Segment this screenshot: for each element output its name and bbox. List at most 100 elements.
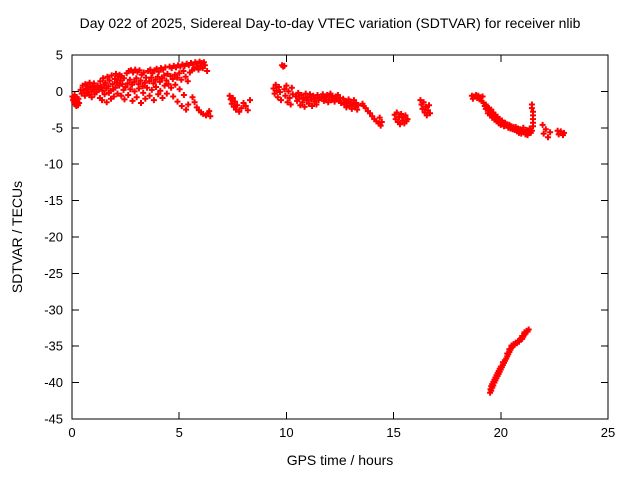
- data-point-marker: [104, 73, 111, 80]
- data-point-marker: [157, 87, 164, 94]
- y-tick-label: -20: [44, 230, 63, 245]
- data-point-marker: [420, 99, 427, 106]
- data-point-marker: [402, 112, 409, 119]
- data-point-marker: [124, 80, 131, 87]
- data-point-marker: [283, 82, 290, 89]
- data-point-marker: [142, 95, 149, 102]
- data-point-marker: [426, 102, 432, 109]
- data-point-marker: [164, 70, 171, 77]
- data-point-marker: [137, 77, 144, 84]
- data-point-marker: [163, 90, 170, 97]
- data-point-marker: [119, 81, 126, 88]
- data-point-marker: [308, 96, 315, 103]
- data-point-marker: [106, 77, 113, 84]
- data-point-marker: [163, 77, 170, 84]
- y-tick-label: 0: [56, 84, 63, 99]
- data-point-marker: [100, 75, 107, 82]
- data-point-marker: [154, 73, 161, 80]
- data-point-marker: [133, 75, 140, 82]
- data-point-marker: [108, 72, 115, 79]
- data-point-marker: [545, 134, 551, 141]
- data-point-marker: [126, 76, 133, 83]
- data-point-marker: [423, 112, 430, 119]
- data-point-marker: [165, 81, 172, 88]
- data-point-marker: [118, 92, 125, 99]
- data-point-marker: [419, 105, 426, 112]
- data-point-marker: [293, 93, 299, 100]
- data-point-marker: [195, 66, 202, 73]
- data-point-marker: [111, 76, 118, 82]
- data-point-marker: [122, 84, 129, 90]
- data-point-marker: [153, 84, 159, 90]
- data-point-marker: [242, 103, 249, 109]
- data-point-marker: [284, 99, 291, 106]
- data-point-marker: [131, 78, 138, 85]
- data-point-marker: [129, 97, 136, 104]
- data-point-marker: [274, 94, 281, 101]
- data-point-marker: [170, 93, 177, 100]
- data-point-marker: [189, 94, 196, 101]
- data-point-marker: [176, 70, 183, 77]
- data-point-marker: [542, 126, 549, 133]
- data-point-marker: [338, 100, 345, 106]
- data-point-marker: [120, 75, 127, 82]
- data-point-marker: [307, 91, 313, 98]
- data-point-marker: [236, 108, 243, 115]
- data-point-marker: [278, 97, 284, 104]
- data-point-marker: [99, 87, 106, 94]
- data-point-marker: [530, 123, 536, 130]
- data-point-marker: [285, 88, 292, 95]
- data-point-marker: [182, 73, 189, 80]
- data-point-marker: [139, 83, 146, 90]
- data-point-marker: [97, 84, 104, 90]
- data-point-marker: [557, 128, 564, 135]
- data-point-marker: [178, 76, 185, 83]
- data-point-marker: [282, 92, 289, 99]
- data-point-marker: [204, 68, 211, 74]
- data-point-marker: [201, 62, 208, 69]
- data-point-marker: [146, 78, 153, 85]
- data-point-marker: [393, 109, 400, 116]
- data-point-marker: [121, 96, 128, 103]
- data-point-marker: [528, 127, 535, 134]
- data-point-marker: [520, 124, 527, 131]
- data-point-marker: [325, 99, 332, 106]
- y-tick-label: -45: [44, 412, 63, 427]
- x-tick-label: 10: [279, 425, 293, 440]
- y-tick-label: -35: [44, 339, 63, 354]
- data-point-marker: [141, 79, 148, 86]
- y-tick-label: -5: [51, 120, 63, 135]
- data-point-marker: [561, 129, 567, 136]
- data-point-marker: [343, 104, 350, 111]
- data-point-marker: [273, 87, 280, 94]
- data-point-marker: [94, 82, 101, 89]
- data-point-marker: [76, 100, 83, 106]
- data-point-marker: [184, 78, 191, 85]
- data-point-marker: [207, 113, 214, 120]
- data-point-marker: [377, 122, 384, 129]
- data-point-marker: [117, 77, 124, 84]
- data-point-marker: [102, 79, 109, 86]
- data-point-marker: [114, 90, 121, 97]
- data-point-marker: [127, 86, 134, 93]
- data-point-marker: [528, 105, 535, 112]
- data-point-marker: [376, 114, 383, 121]
- data-point-marker: [281, 86, 288, 93]
- data-point-marker: [270, 85, 277, 92]
- data-point-marker: [180, 92, 187, 98]
- data-point-marker: [404, 116, 411, 123]
- data-point-marker: [161, 72, 168, 79]
- chart-title: Day 022 of 2025, Sidereal Day-to-day VTE…: [79, 15, 581, 31]
- data-point-marker: [109, 81, 116, 88]
- x-tick-label: 5: [176, 425, 183, 440]
- x-tick-label: 15: [386, 425, 400, 440]
- data-point-marker: [289, 91, 296, 98]
- data-point-marker: [99, 97, 105, 104]
- data-point-marker: [479, 93, 486, 100]
- data-point-marker: [133, 94, 140, 101]
- x-tick-label: 25: [601, 425, 615, 440]
- data-point-marker: [286, 95, 293, 101]
- data-point-marker: [159, 95, 166, 101]
- data-point-marker: [110, 93, 117, 100]
